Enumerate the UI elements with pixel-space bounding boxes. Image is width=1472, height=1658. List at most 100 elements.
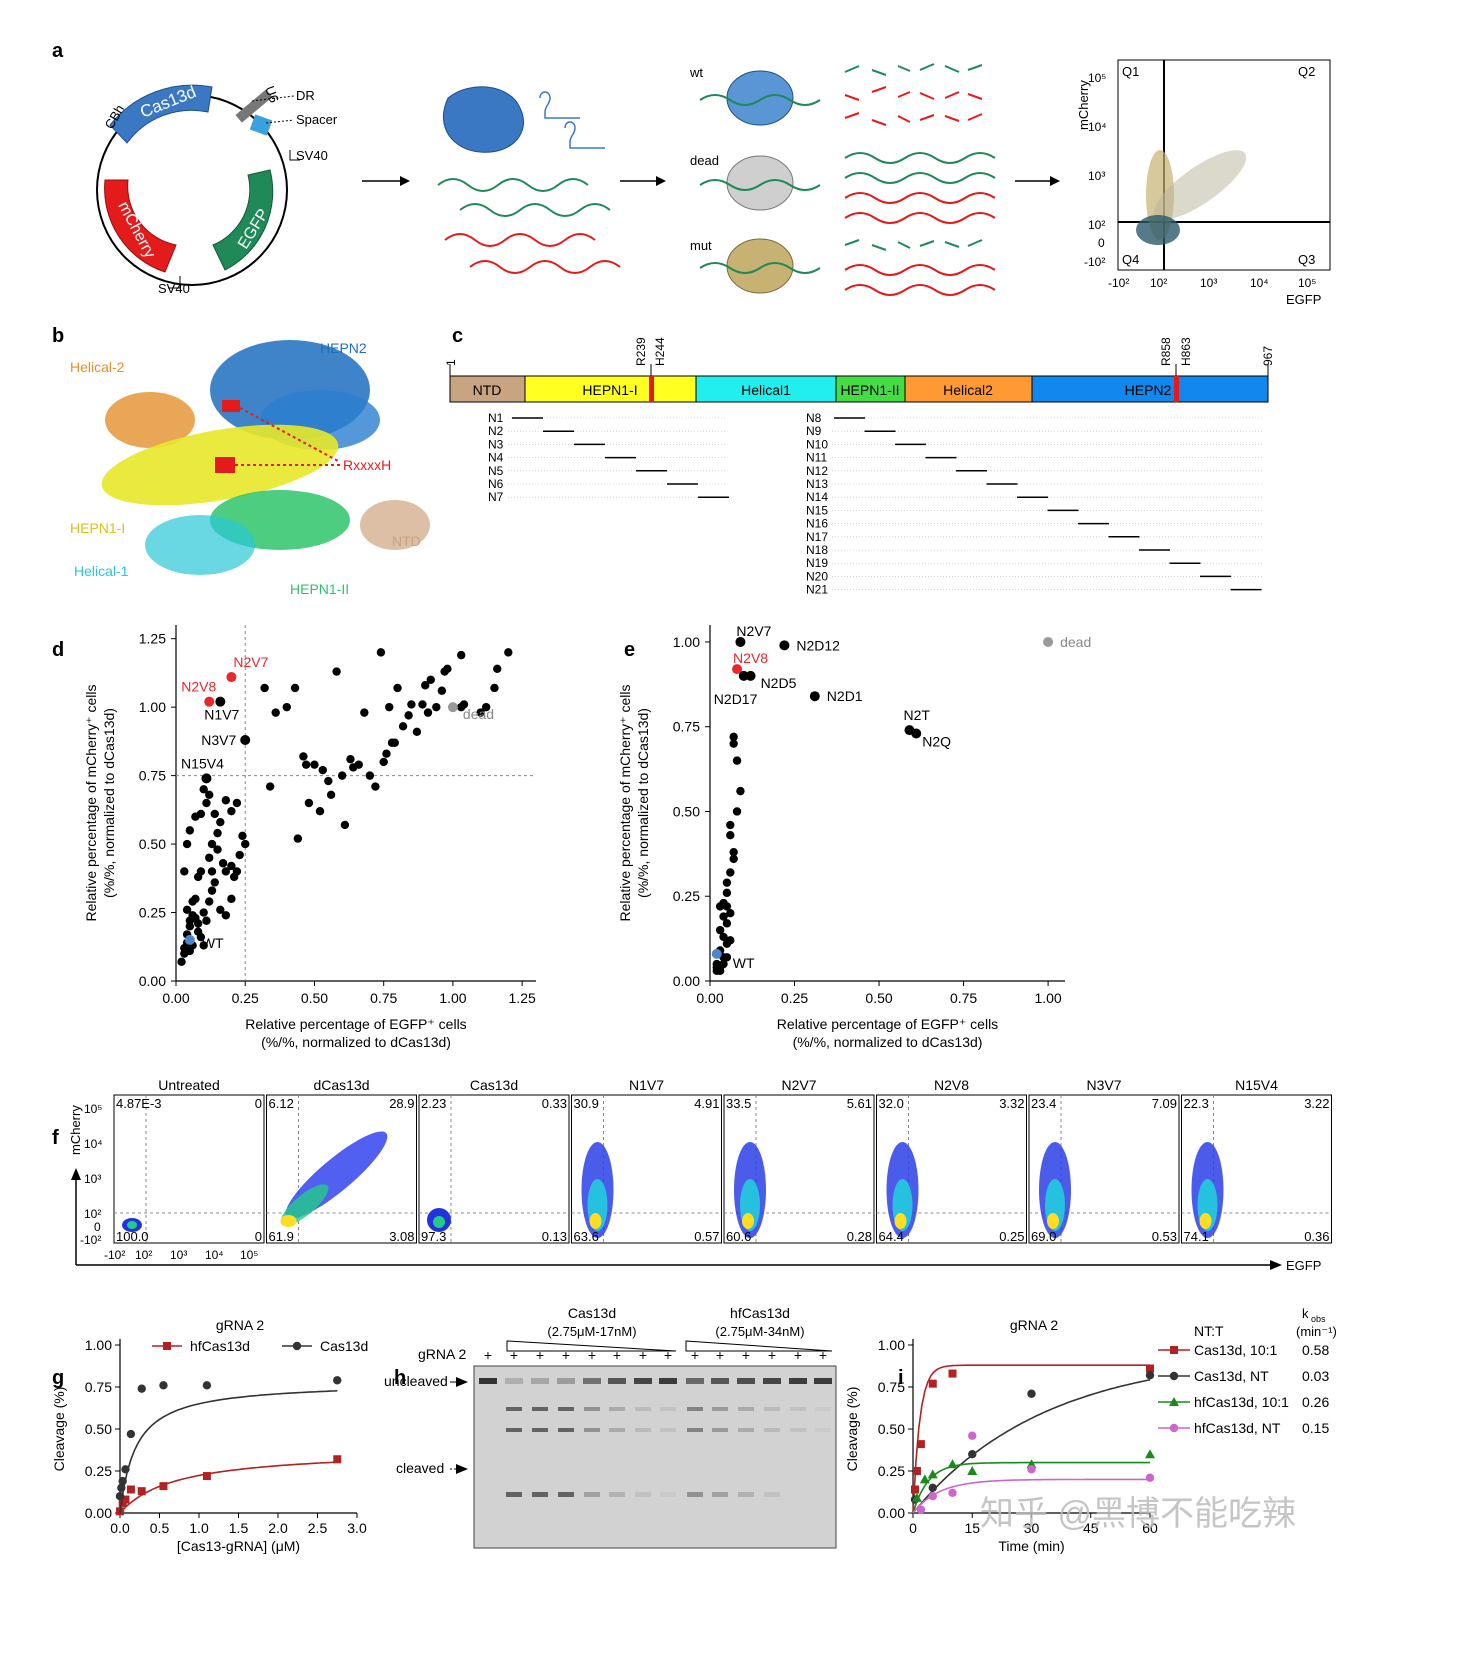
gel-band (635, 1407, 651, 1411)
y-axis-label: Cleavage (%) (844, 1387, 860, 1472)
legend-kobs: 0.03 (1302, 1368, 1329, 1384)
data-point (210, 809, 219, 819)
flow-a-xlabel: EGFP (1286, 292, 1321, 307)
labeled-point (204, 696, 215, 707)
gel-band (609, 1407, 625, 1411)
y-axis-label-2: (%/%, normalized to dCas13d) (635, 708, 651, 898)
density-core (742, 1213, 754, 1229)
label-hepn1-i: HEPN1-I (70, 520, 125, 536)
gel-band (635, 1492, 651, 1497)
data-point (282, 702, 291, 712)
data-point (196, 809, 206, 819)
q1-value: 33.5 (726, 1096, 751, 1111)
x-tick-label: 0.0 (110, 1520, 130, 1536)
gel-band (532, 1428, 548, 1432)
data-point (299, 752, 308, 761)
gel-band (506, 1428, 522, 1432)
f-xtick: -10² (104, 1248, 125, 1262)
density-core (433, 1216, 445, 1228)
label-hepn2: HEPN2 (320, 340, 367, 356)
data-point (238, 831, 247, 841)
data-point (205, 790, 214, 799)
point-label: N2Q (922, 733, 951, 749)
panel-label-f: f (52, 1127, 59, 1149)
labeled-point (738, 670, 749, 681)
flow-a-ytick: 10² (1088, 218, 1105, 232)
q1-value: 30.9 (574, 1096, 599, 1111)
fragment-label: N10 (806, 437, 828, 451)
lane-plus: + (484, 1347, 492, 1363)
fit-line (119, 1461, 338, 1514)
lane-plus: + (588, 1347, 596, 1363)
q3-value: 0.28 (847, 1229, 872, 1244)
data-point (404, 711, 413, 720)
point-label: WT (202, 935, 224, 951)
data-point (207, 886, 217, 895)
flow-a-xtick: 10⁴ (1250, 276, 1269, 290)
data-point (188, 897, 197, 906)
x-tick-label: 0.00 (162, 990, 189, 1006)
fit-line (912, 1379, 1151, 1514)
data-point (227, 894, 236, 904)
point-label: N2D12 (796, 637, 840, 653)
h-row-label: gRNA 2 (418, 1346, 466, 1362)
y-tick-label: 1.00 (139, 699, 166, 715)
panel-label-g: g (52, 1367, 64, 1389)
fragment-label: N11 (806, 451, 827, 465)
domain-hepn1-ii (835, 375, 906, 403)
y-tick-label: 0.50 (139, 836, 166, 852)
q3-value: 0.25 (999, 1229, 1024, 1244)
fragment-label: N12 (806, 464, 828, 478)
q1-value: 6.12 (269, 1096, 294, 1111)
data-point (121, 1495, 130, 1504)
data-point (432, 702, 441, 712)
gel-band (687, 1407, 703, 1411)
data-point (426, 675, 435, 684)
panel-f-flow: mCherry EGFP 10⁵ 10⁴ 10³ 10² 0 -10² -10²… (68, 1077, 1332, 1273)
data-point (722, 953, 732, 962)
data-point (202, 798, 211, 808)
lane-plus: + (639, 1347, 647, 1363)
gel-band (738, 1428, 754, 1432)
flow-title: N15V4 (1235, 1077, 1278, 1093)
gel-band (584, 1407, 600, 1411)
panel-label-d: d (52, 639, 64, 661)
gel-band (584, 1428, 600, 1432)
data-point (457, 650, 466, 660)
fragment-label: N21 (806, 583, 828, 597)
gel-band (763, 1378, 781, 1384)
density-core (280, 1215, 297, 1227)
data-point (385, 702, 394, 712)
gel-band (789, 1378, 807, 1384)
pos-label: 1 (444, 359, 458, 366)
labeled-point (240, 735, 251, 746)
data-point (379, 757, 388, 767)
gel-band (815, 1428, 831, 1432)
data-point (301, 760, 311, 769)
data-point (1145, 1371, 1155, 1380)
data-point (235, 850, 244, 860)
lane-plus: + (794, 1347, 802, 1363)
point-label: dead (1060, 634, 1091, 650)
x-tick-label: 1.25 (509, 990, 536, 1006)
y-tick-label: 1.00 (878, 1337, 905, 1353)
density-mid (280, 1184, 329, 1226)
q4-value: 97.3 (421, 1229, 446, 1244)
labeled-point (779, 640, 790, 651)
fragment-label: N8 (806, 411, 822, 425)
y-tick-label: 0.00 (878, 1505, 905, 1521)
y-tick-label: 1.25 (139, 631, 166, 647)
data-point (504, 648, 513, 657)
fit-line (912, 1364, 1150, 1514)
data-point (324, 776, 333, 786)
data-point (304, 798, 314, 808)
data-point (337, 771, 347, 780)
data-point (180, 867, 189, 876)
y-tick-label: 0.25 (673, 888, 700, 904)
lane-plus: + (768, 1347, 776, 1363)
point-label: N2V8 (733, 650, 768, 666)
data-point (354, 760, 363, 769)
gel-band (634, 1378, 652, 1384)
data-point (118, 1476, 127, 1486)
x-axis-label-2: (%/%, normalized to dCas13d) (793, 1034, 983, 1050)
